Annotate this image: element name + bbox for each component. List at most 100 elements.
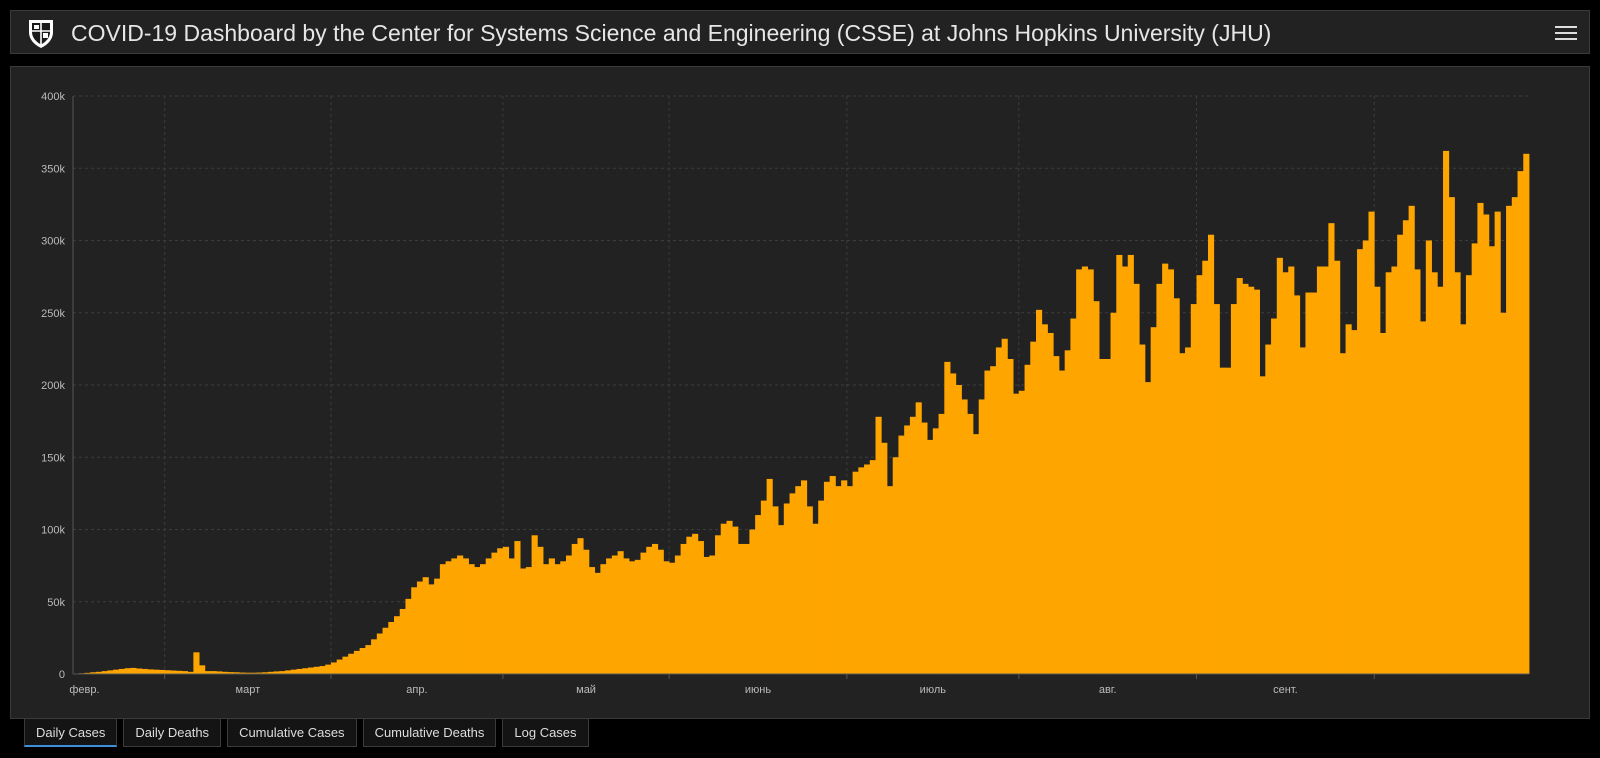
bar bbox=[250, 672, 257, 674]
y-tick-label: 200k bbox=[41, 380, 65, 392]
bar bbox=[915, 402, 922, 674]
chart-panel: 0 50k 100k 150k 200k 250k 300k 350k 400k февр. мар… bbox=[10, 66, 1590, 719]
bar bbox=[1156, 283, 1163, 674]
bar bbox=[715, 535, 722, 674]
bar bbox=[881, 442, 888, 674]
bar bbox=[766, 478, 773, 674]
tab-cumulative-cases[interactable]: Cumulative Cases bbox=[227, 719, 357, 747]
bar bbox=[336, 659, 343, 674]
bar bbox=[158, 669, 166, 674]
bar bbox=[365, 645, 372, 674]
bar bbox=[101, 671, 108, 674]
bar bbox=[1414, 269, 1421, 674]
y-tick-label: 250k bbox=[41, 308, 65, 320]
bar bbox=[1431, 272, 1438, 674]
bar bbox=[153, 669, 160, 674]
tab-daily-cases[interactable]: Daily Cases bbox=[24, 719, 118, 747]
bar bbox=[525, 567, 532, 674]
bar bbox=[428, 584, 435, 674]
bar bbox=[944, 361, 951, 674]
bar bbox=[439, 564, 446, 674]
bar bbox=[296, 668, 303, 674]
x-tick-label: апр. bbox=[406, 684, 427, 696]
bar bbox=[778, 525, 785, 674]
bar bbox=[1047, 332, 1054, 674]
bar bbox=[1162, 263, 1169, 674]
bar bbox=[823, 481, 831, 674]
bar bbox=[697, 541, 704, 674]
bar bbox=[141, 668, 148, 674]
bar bbox=[95, 671, 103, 674]
bar bbox=[565, 555, 573, 674]
bar bbox=[1139, 344, 1146, 674]
bar bbox=[543, 564, 550, 674]
bar bbox=[353, 650, 361, 674]
bar bbox=[950, 373, 957, 674]
bar bbox=[858, 467, 865, 674]
bar bbox=[812, 523, 819, 674]
bar bbox=[302, 668, 309, 674]
bar bbox=[1081, 266, 1089, 674]
bar bbox=[737, 543, 745, 674]
bar bbox=[422, 577, 429, 674]
bar bbox=[434, 578, 441, 674]
bar bbox=[577, 538, 584, 674]
bar bbox=[692, 533, 699, 674]
bar bbox=[537, 546, 544, 674]
x-tick-label: июль bbox=[920, 684, 947, 696]
bar bbox=[1448, 197, 1455, 674]
bar bbox=[445, 561, 452, 674]
bar bbox=[1104, 358, 1111, 674]
bar bbox=[485, 558, 492, 674]
bar bbox=[852, 471, 859, 674]
hamburger-menu-icon[interactable] bbox=[1555, 22, 1577, 44]
bar bbox=[984, 370, 991, 674]
bar bbox=[663, 561, 670, 674]
bar bbox=[1127, 254, 1134, 674]
bar bbox=[256, 672, 263, 674]
bar bbox=[1477, 202, 1484, 674]
bar bbox=[491, 552, 498, 674]
bar bbox=[801, 480, 808, 674]
bar bbox=[864, 464, 871, 674]
bar bbox=[1167, 269, 1174, 674]
bar bbox=[1248, 286, 1255, 674]
bar bbox=[1500, 312, 1507, 674]
bar bbox=[1322, 266, 1329, 674]
bar bbox=[955, 385, 962, 674]
bar bbox=[348, 653, 355, 674]
bar bbox=[686, 536, 693, 674]
bar bbox=[1093, 301, 1100, 674]
bar bbox=[1116, 254, 1123, 674]
bar bbox=[187, 671, 194, 674]
bar bbox=[783, 503, 790, 674]
bar bbox=[273, 671, 280, 674]
bar bbox=[651, 543, 659, 674]
bar bbox=[1316, 266, 1324, 674]
bar bbox=[262, 672, 269, 674]
bar bbox=[1133, 283, 1140, 674]
bar bbox=[548, 558, 555, 674]
bar bbox=[1110, 312, 1117, 674]
bar bbox=[1001, 338, 1008, 674]
y-tick-label: 150k bbox=[41, 452, 65, 464]
bar bbox=[227, 672, 234, 674]
bar bbox=[1345, 324, 1352, 674]
bar bbox=[399, 608, 406, 674]
tab-daily-deaths[interactable]: Daily Deaths bbox=[123, 719, 222, 747]
bar bbox=[886, 486, 894, 674]
bar bbox=[130, 667, 137, 674]
bar bbox=[405, 598, 412, 674]
bar bbox=[583, 549, 590, 674]
bar bbox=[892, 457, 899, 674]
tab-log-cases[interactable]: Log Cases bbox=[502, 719, 589, 747]
bar bbox=[726, 520, 733, 674]
y-tick-label: 300k bbox=[41, 236, 65, 248]
bar bbox=[1339, 353, 1346, 674]
chart-axes bbox=[72, 96, 1529, 679]
tab-cumulative-deaths[interactable]: Cumulative Deaths bbox=[362, 719, 497, 747]
x-tick-label: май bbox=[576, 684, 596, 696]
bar bbox=[1488, 246, 1495, 674]
bar bbox=[1362, 240, 1369, 674]
bar bbox=[978, 399, 985, 674]
